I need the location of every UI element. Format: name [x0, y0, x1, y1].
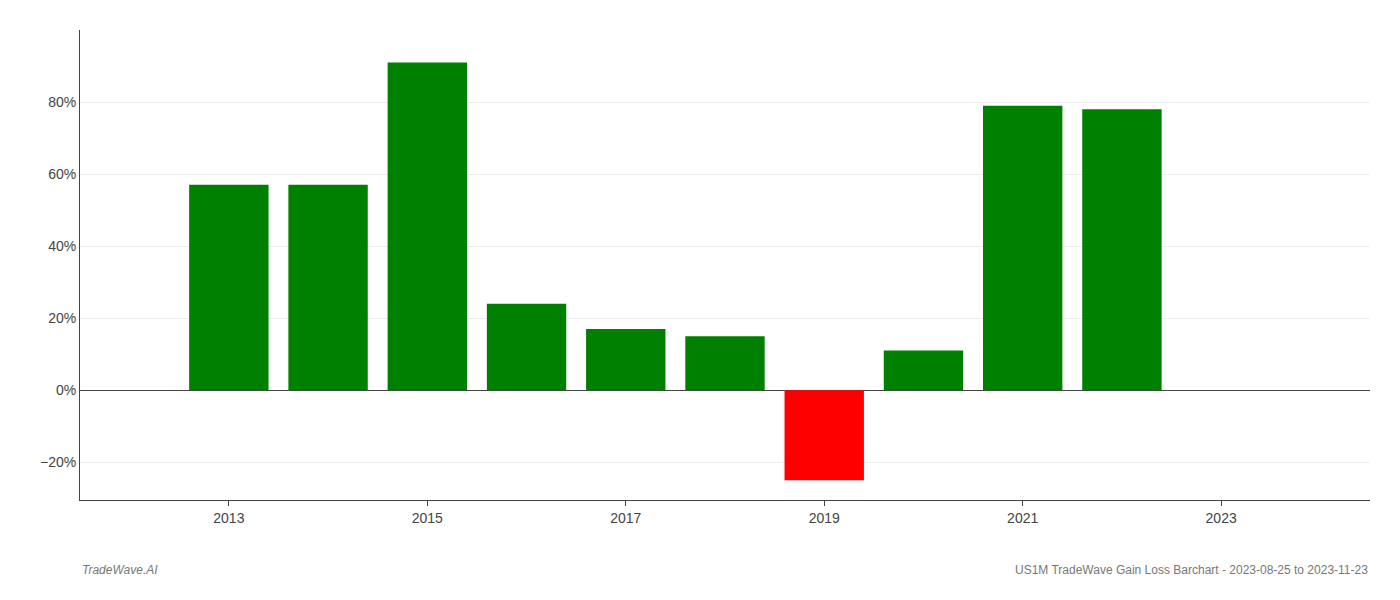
svg-text:80%: 80% [48, 94, 76, 110]
svg-text:−20%: −20% [40, 454, 76, 470]
svg-text:60%: 60% [48, 166, 76, 182]
svg-text:40%: 40% [48, 238, 76, 254]
svg-text:TradeWave.AI: TradeWave.AI [82, 563, 158, 577]
svg-text:2021: 2021 [1007, 510, 1038, 526]
svg-text:2013: 2013 [213, 510, 244, 526]
svg-text:20%: 20% [48, 310, 76, 326]
svg-text:2019: 2019 [809, 510, 840, 526]
svg-text:2023: 2023 [1206, 510, 1237, 526]
svg-text:2015: 2015 [412, 510, 443, 526]
svg-text:0%: 0% [56, 382, 76, 398]
svg-text:2017: 2017 [610, 510, 641, 526]
svg-text:US1M TradeWave Gain Loss Barch: US1M TradeWave Gain Loss Barchart - 2023… [1015, 563, 1368, 577]
